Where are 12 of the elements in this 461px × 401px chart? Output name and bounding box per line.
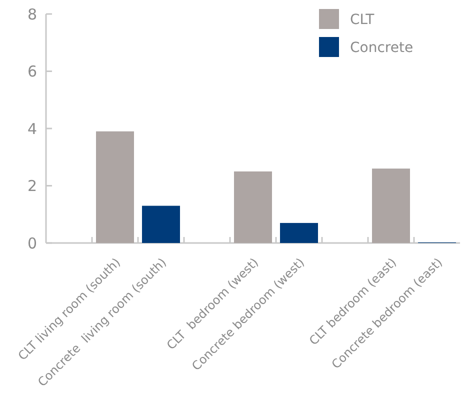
y-tick-label: 4 bbox=[27, 120, 37, 138]
bar bbox=[142, 206, 180, 243]
legend-label: Concrete bbox=[350, 40, 414, 56]
y-tick-label: 6 bbox=[27, 62, 37, 80]
bar bbox=[96, 131, 134, 243]
legend-label: CLT bbox=[350, 12, 375, 28]
bar bbox=[234, 171, 272, 243]
y-tick-label: 2 bbox=[27, 177, 37, 195]
y-tick-label: 0 bbox=[27, 234, 37, 252]
y-tick-label: 8 bbox=[27, 5, 37, 24]
bar bbox=[280, 222, 318, 243]
bar bbox=[372, 168, 410, 243]
